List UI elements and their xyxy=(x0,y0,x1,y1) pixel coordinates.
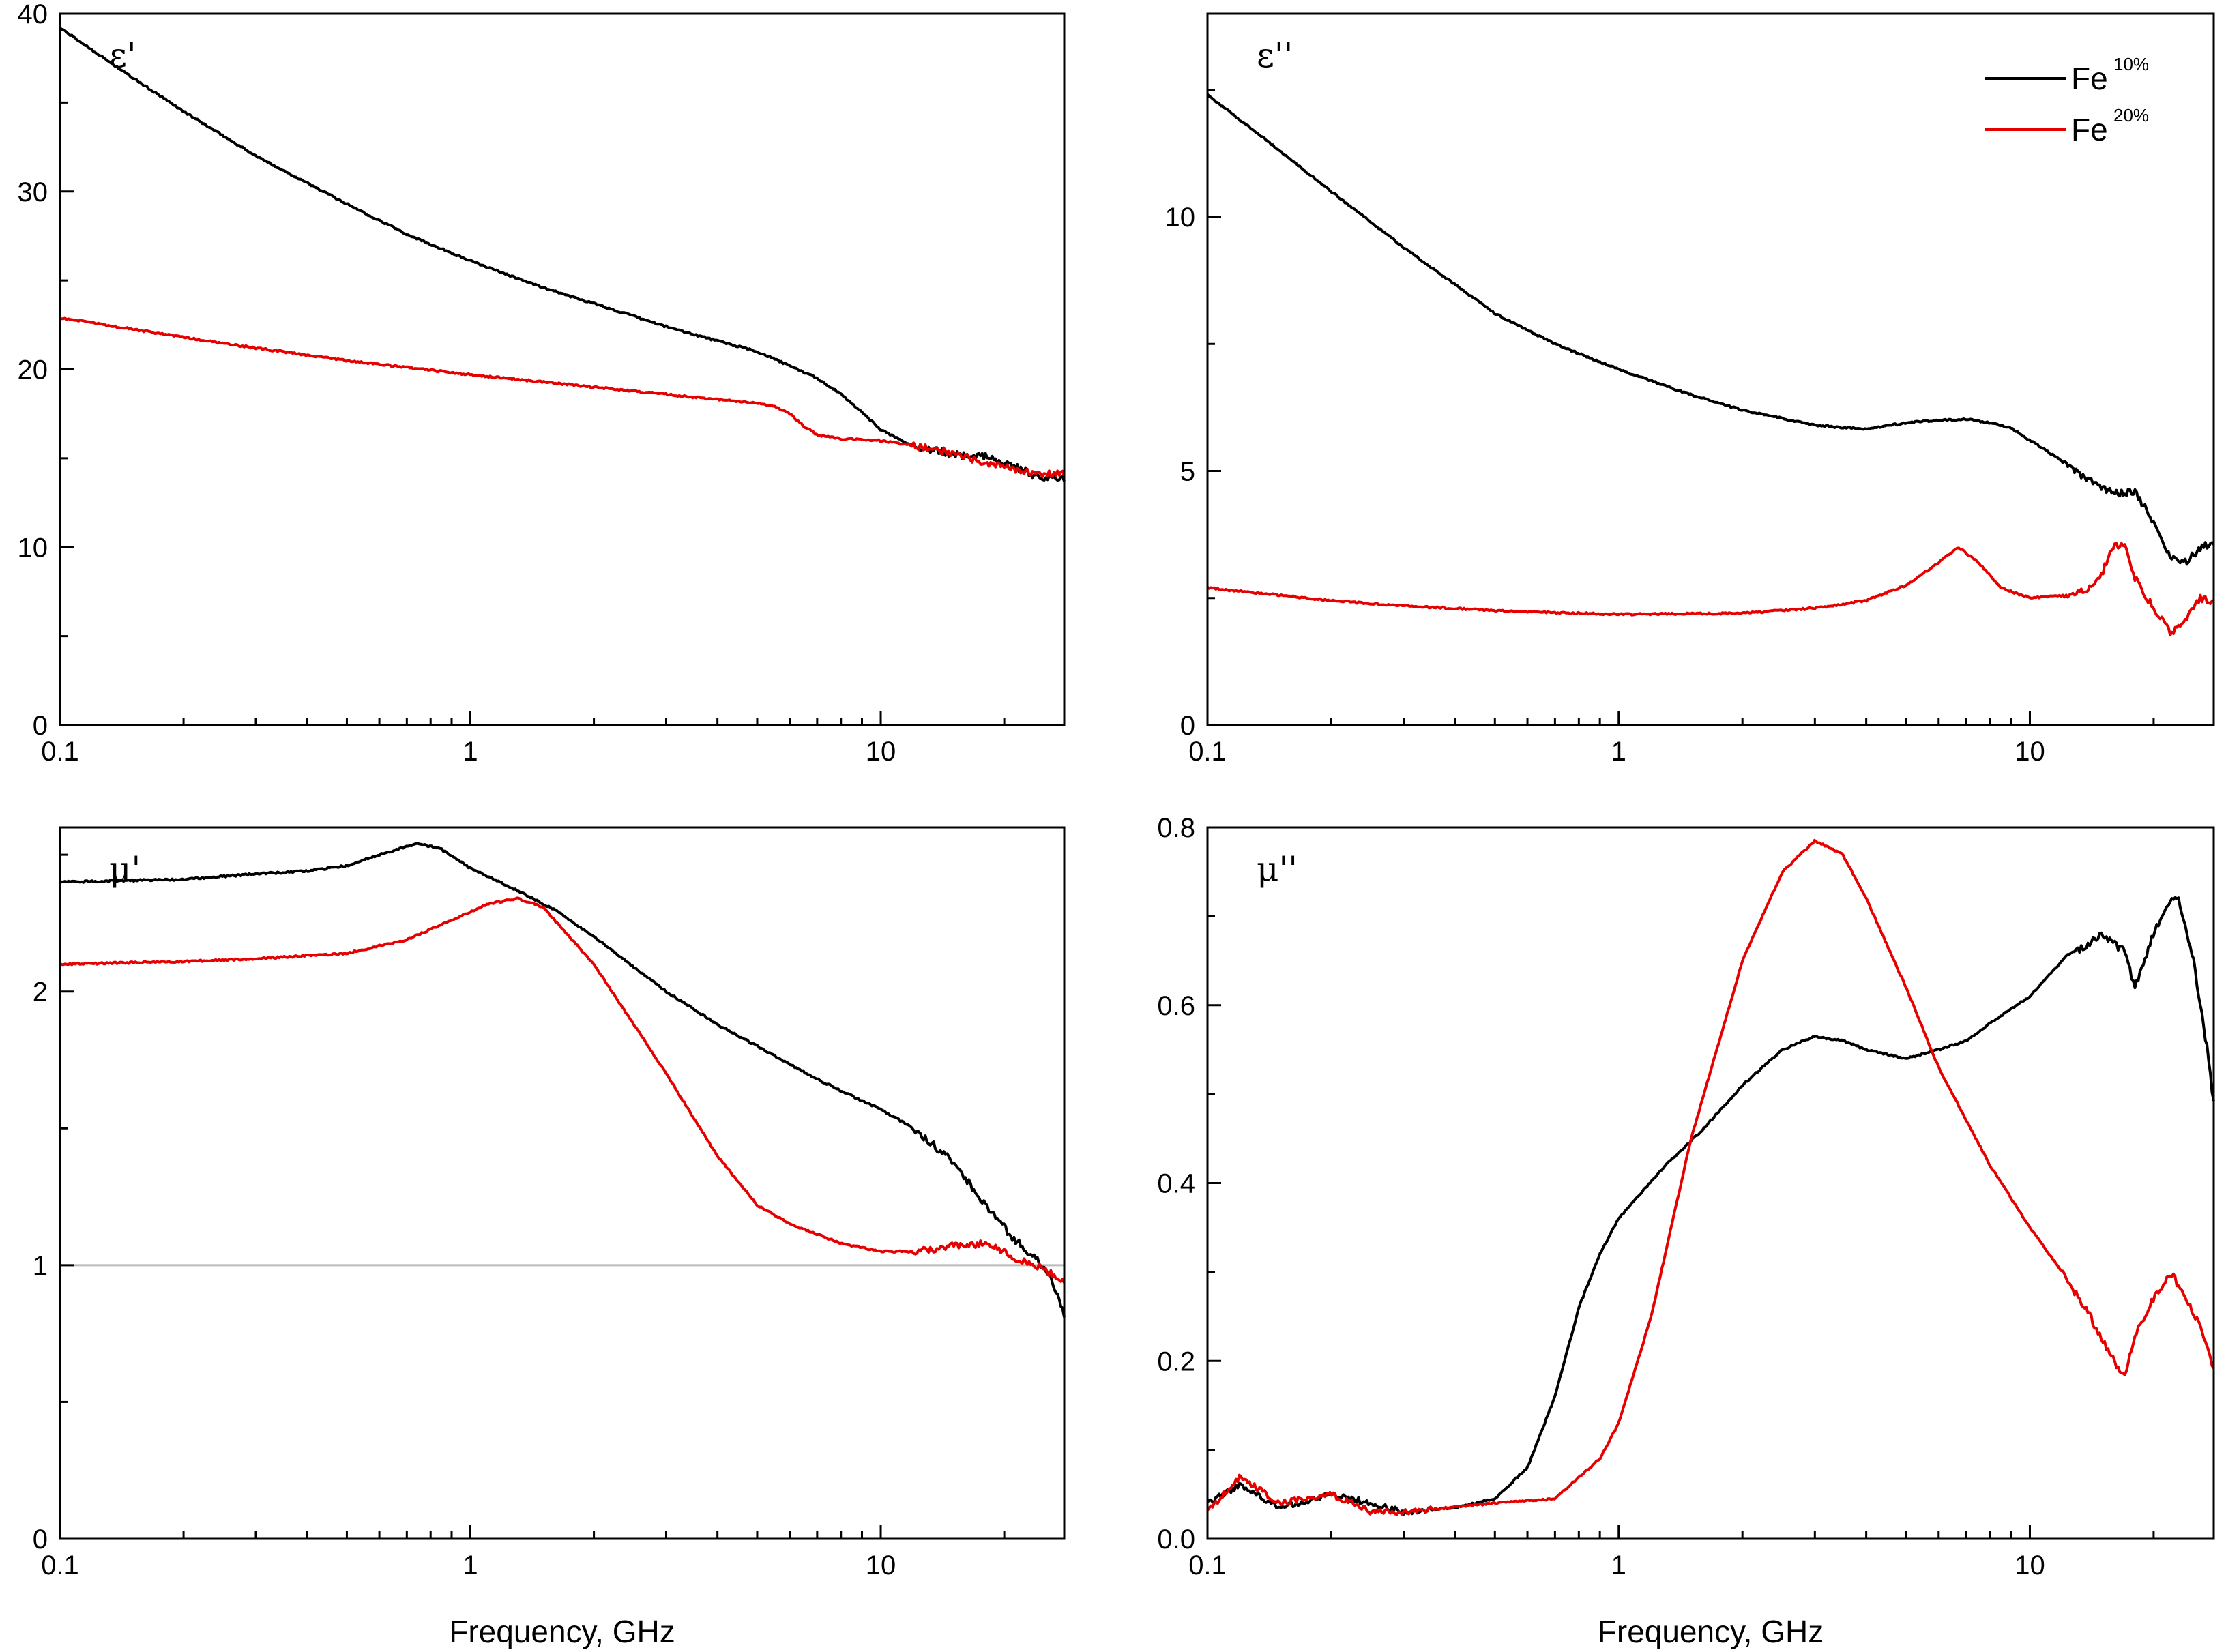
x-tick-label: 1 xyxy=(1611,737,1626,767)
x-tick-label: 1 xyxy=(463,737,478,767)
x-tick-label: 1 xyxy=(1611,1550,1626,1580)
y-tick-label: 0.6 xyxy=(1157,991,1195,1021)
y-tick-label: 0.4 xyxy=(1157,1169,1195,1199)
x-tick-label: 0.1 xyxy=(1188,1550,1227,1580)
y-tick-label: 0 xyxy=(33,711,48,741)
legend-label-superscript: 10% xyxy=(2113,54,2149,74)
legend-label: Fe xyxy=(2071,61,2108,96)
x-tick-label: 10 xyxy=(2015,1550,2045,1580)
x-tick-label: 1 xyxy=(463,1550,478,1580)
x-tick-label: 0.1 xyxy=(41,737,79,767)
panel-epsilon-imag: 0.1 1 10 0 5 10 ε'' xyxy=(1165,12,2215,767)
x-tick-label: 10 xyxy=(866,1550,896,1580)
x-tick-label: 10 xyxy=(866,737,896,767)
panel-mu-real: 0.1 1 10 0 1 2 μ' Frequency, GHz xyxy=(33,826,1066,1649)
y-tick-label: 10 xyxy=(18,533,48,563)
panel-label: ε'' xyxy=(1257,35,1293,75)
y-tick-label: 0.8 xyxy=(1157,813,1195,843)
y-tick-label: 2 xyxy=(33,977,48,1007)
x-tick-label: 0.1 xyxy=(41,1550,79,1580)
series-line-fe20 xyxy=(1206,542,2214,637)
series-line-fe10 xyxy=(59,842,1066,1318)
series-line-fe20 xyxy=(1206,838,2215,1516)
y-tick-label: 5 xyxy=(1180,457,1195,487)
y-tick-label: 10 xyxy=(1165,203,1196,233)
y-tick-label: 30 xyxy=(18,177,48,207)
plot-frame xyxy=(59,826,1066,1540)
panel-label: μ'' xyxy=(1257,849,1298,889)
plot-frame xyxy=(1206,826,2215,1540)
panel-label: ε' xyxy=(109,35,136,75)
legend: Fe 10%Fe 20% xyxy=(1985,54,2149,147)
series-line-fe10 xyxy=(59,27,1066,482)
plot-frame xyxy=(59,12,1066,726)
x-axis-title: Frequency, GHz xyxy=(1598,1614,1824,1649)
panel-mu-imag: 0.1 1 10 0.0 0.2 0.4 0.6 0.8 μ'' Frequency, GHz xyxy=(1157,813,2215,1649)
y-tick-label: 0 xyxy=(1180,711,1195,741)
series-line-fe10 xyxy=(1206,896,2215,1516)
series-line-fe10 xyxy=(1206,93,2215,566)
panel-epsilon-real: 0.1 1 10 0 10 20 30 40 ε' xyxy=(18,0,1066,767)
panel-label: μ' xyxy=(109,849,141,889)
x-tick-label: 10 xyxy=(2015,737,2045,767)
series-line-fe20 xyxy=(59,316,1066,479)
y-tick-label: 40 xyxy=(18,0,48,29)
y-tick-label: 1 xyxy=(33,1251,48,1281)
legend-label-superscript: 20% xyxy=(2113,105,2149,126)
y-tick-label: 0.2 xyxy=(1157,1346,1195,1376)
x-tick-label: 0.1 xyxy=(1188,737,1227,767)
y-tick-label: 20 xyxy=(18,355,48,385)
plot-frame xyxy=(1206,12,2215,726)
y-tick-label: 0 xyxy=(33,1524,48,1554)
series-line-fe20 xyxy=(59,896,1066,1284)
y-tick-label: 0.0 xyxy=(1157,1524,1195,1554)
x-axis-title: Frequency, GHz xyxy=(449,1614,675,1649)
legend-label: Fe xyxy=(2071,112,2108,147)
